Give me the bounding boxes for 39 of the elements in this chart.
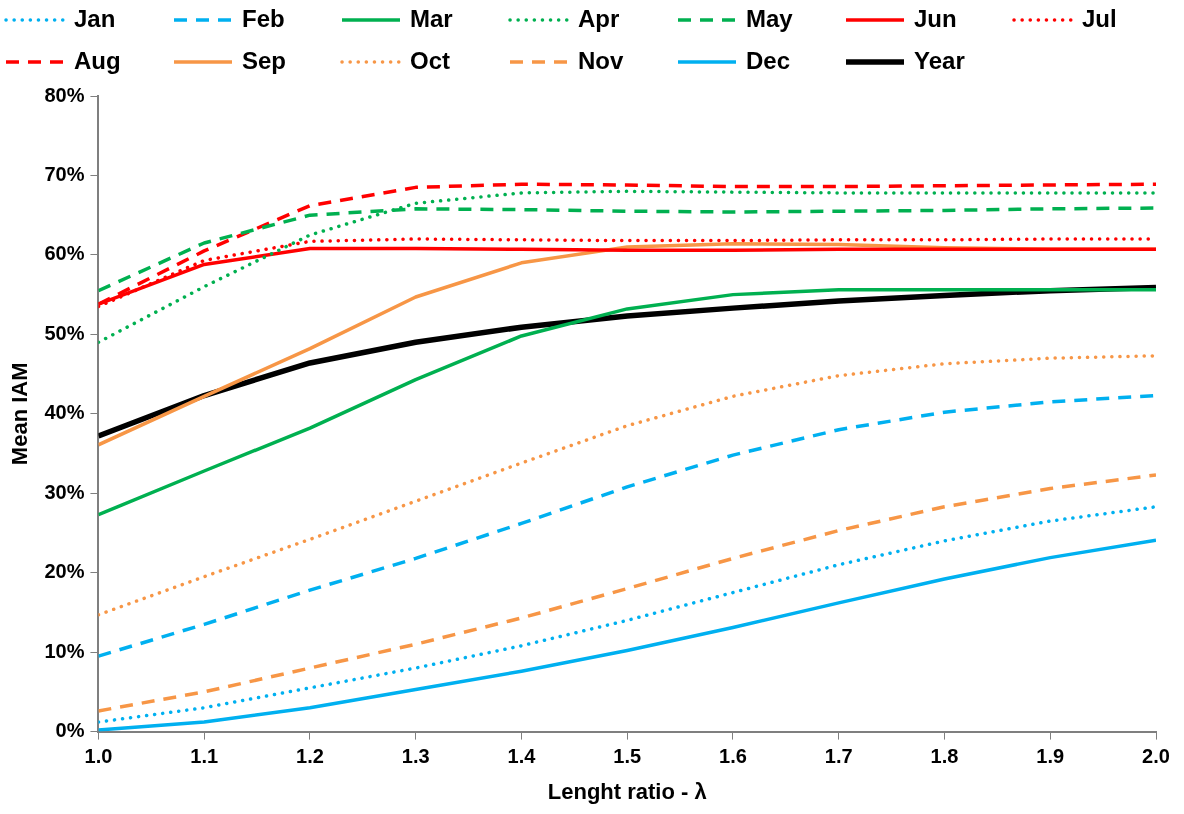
x-tick-label: 1.6 xyxy=(719,745,747,768)
legend-label: Nov xyxy=(578,46,624,74)
legend-label: Jan xyxy=(74,4,116,32)
legend-label: Year xyxy=(914,46,965,74)
legend-label: Jul xyxy=(1082,4,1117,32)
legend-label: Mar xyxy=(410,4,453,32)
legend-label: Oct xyxy=(410,46,451,74)
y-tick-label: 20% xyxy=(44,560,85,583)
x-tick-label: 1.5 xyxy=(613,745,642,768)
x-tick-label: 1.1 xyxy=(190,745,219,768)
line-series xyxy=(98,505,1156,724)
y-tick-label: 10% xyxy=(44,639,85,662)
legend-label: May xyxy=(746,4,794,32)
legend-label: Sep xyxy=(242,46,287,74)
y-tick-label: 80% xyxy=(44,83,85,106)
x-tick-label: 1.8 xyxy=(930,745,959,768)
line-series xyxy=(98,354,1156,617)
y-tick-label: 50% xyxy=(44,321,85,344)
x-tick-label: 1.9 xyxy=(1036,745,1065,768)
x-tick-label: 1.2 xyxy=(296,745,324,768)
line-series xyxy=(98,393,1156,658)
x-tick-label: 1.4 xyxy=(507,745,537,768)
legend-label: Feb xyxy=(242,4,285,32)
legend-label: Dec xyxy=(746,46,791,74)
line-series xyxy=(98,473,1156,713)
legend-label: Apr xyxy=(578,4,620,32)
y-tick-label: 30% xyxy=(44,480,85,503)
y-axis-title: Mean IAM xyxy=(7,362,33,466)
x-tick-label: 1.7 xyxy=(824,745,853,768)
x-axis-title: Lenght ratio - λ xyxy=(547,778,707,804)
x-tick-label: 1.3 xyxy=(401,745,430,768)
y-tick-label: 40% xyxy=(44,401,85,424)
x-tick-label: 1.0 xyxy=(84,745,113,768)
legend-label: Aug xyxy=(74,46,121,74)
legend-label: Jun xyxy=(914,4,957,32)
y-tick-label: 60% xyxy=(44,242,85,265)
y-tick-label: 0% xyxy=(55,719,85,742)
x-tick-label: 2.0 xyxy=(1142,745,1170,768)
y-tick-label: 70% xyxy=(44,162,85,185)
